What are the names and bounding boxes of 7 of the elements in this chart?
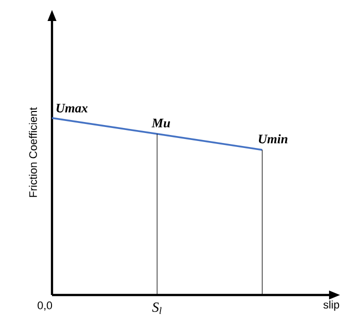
text: S$_{l}$ [152, 302, 162, 314]
x-axis-title: slip [323, 300, 340, 311]
annotation: Umin [258, 134, 288, 144]
text: Umax [56, 104, 88, 112]
y-axis-title: Friction Coefficient [28, 107, 37, 197]
annotation: Mu [152, 118, 170, 128]
text: 0,0 [38, 302, 52, 311]
